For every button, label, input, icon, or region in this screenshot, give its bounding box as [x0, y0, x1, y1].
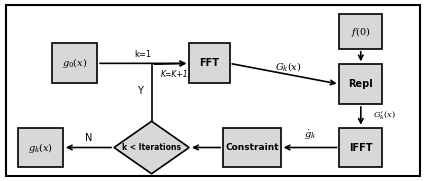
Text: $g_k(x)$: $g_k(x)$	[28, 140, 53, 155]
Text: $G_k(x)$: $G_k(x)$	[275, 60, 301, 73]
Text: K=K+1: K=K+1	[161, 70, 188, 79]
FancyBboxPatch shape	[18, 128, 63, 167]
FancyBboxPatch shape	[222, 128, 280, 167]
FancyBboxPatch shape	[339, 14, 381, 49]
Text: $\dot{g}_k$: $\dot{g}_k$	[303, 129, 315, 142]
Text: k < Iterations: k < Iterations	[122, 143, 181, 152]
FancyBboxPatch shape	[6, 5, 419, 176]
Text: Repl: Repl	[348, 79, 372, 89]
Text: IFFT: IFFT	[348, 142, 372, 153]
Text: N: N	[85, 132, 92, 143]
Text: k=1: k=1	[134, 50, 151, 59]
FancyBboxPatch shape	[52, 43, 97, 83]
Text: $f(0)$: $f(0)$	[350, 25, 370, 39]
Text: Y: Y	[136, 86, 142, 96]
Text: Constraint: Constraint	[225, 143, 278, 152]
Text: FFT: FFT	[199, 58, 219, 68]
Text: $g_0(x)$: $g_0(x)$	[62, 56, 87, 70]
Text: $G_k'(x)$: $G_k'(x)$	[372, 110, 395, 122]
FancyBboxPatch shape	[339, 64, 381, 104]
FancyBboxPatch shape	[189, 43, 229, 83]
Polygon shape	[114, 121, 189, 174]
FancyBboxPatch shape	[339, 128, 381, 167]
